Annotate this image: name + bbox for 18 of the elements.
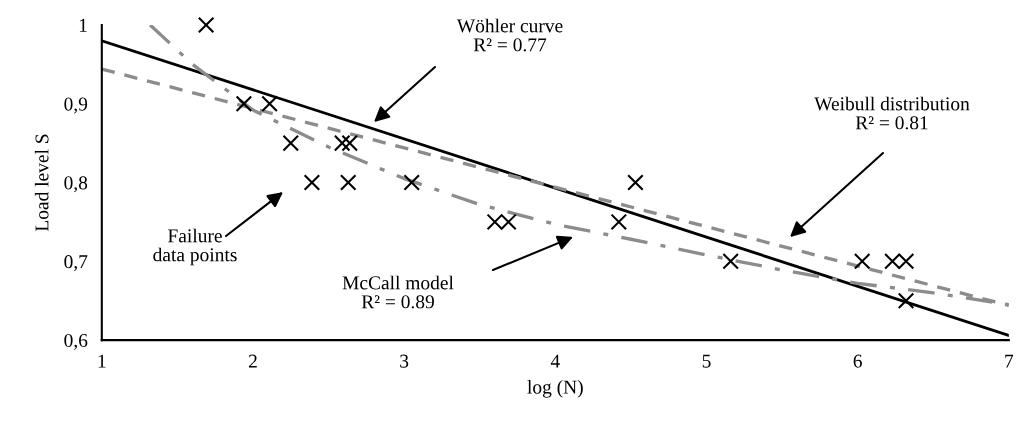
x-tick-label: 1 — [98, 354, 106, 368]
x-tick-label: 6 — [853, 354, 862, 368]
annotation: Weibull distribution R² = 0.81 — [814, 96, 970, 130]
x-tick-label: 2 — [248, 354, 257, 368]
x-tick-label: 5 — [702, 354, 711, 368]
y-axis-title: Load level S — [34, 134, 49, 232]
annotation: Wöhler curve R² = 0.77 — [456, 18, 563, 52]
x-tick-label: 3 — [400, 354, 409, 368]
annotation: McCall model R² = 0.89 — [342, 275, 454, 309]
y-tick-label: 0,7 — [64, 255, 88, 272]
x-axis-title: log (N) — [527, 379, 583, 398]
x-tick-label: 4 — [550, 354, 560, 368]
y-tick-label: 0,6 — [64, 333, 88, 350]
y-tick-label: 0,8 — [64, 176, 88, 193]
annotation: Failure data points — [153, 228, 237, 266]
y-tick-label: 1 — [79, 18, 87, 32]
x-tick-label: 7 — [1005, 354, 1014, 368]
y-tick-label: 0,9 — [64, 97, 88, 114]
